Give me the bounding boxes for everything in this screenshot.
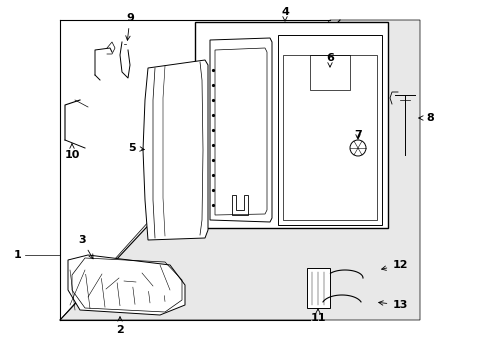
- Text: 9: 9: [125, 13, 134, 40]
- Text: 8: 8: [418, 113, 433, 123]
- Text: 6: 6: [325, 53, 333, 67]
- Text: 2: 2: [116, 317, 123, 335]
- Text: 5: 5: [128, 143, 144, 153]
- Polygon shape: [142, 60, 207, 240]
- Text: 11: 11: [309, 309, 325, 323]
- Polygon shape: [68, 255, 184, 315]
- Polygon shape: [306, 268, 329, 308]
- Text: 10: 10: [64, 144, 80, 160]
- Text: 7: 7: [353, 130, 361, 140]
- Polygon shape: [195, 22, 387, 228]
- Text: 12: 12: [381, 260, 407, 270]
- Text: 4: 4: [281, 7, 288, 21]
- Text: 3: 3: [78, 235, 93, 259]
- Text: 1: 1: [14, 250, 22, 260]
- Text: 13: 13: [378, 300, 407, 310]
- Polygon shape: [60, 20, 419, 320]
